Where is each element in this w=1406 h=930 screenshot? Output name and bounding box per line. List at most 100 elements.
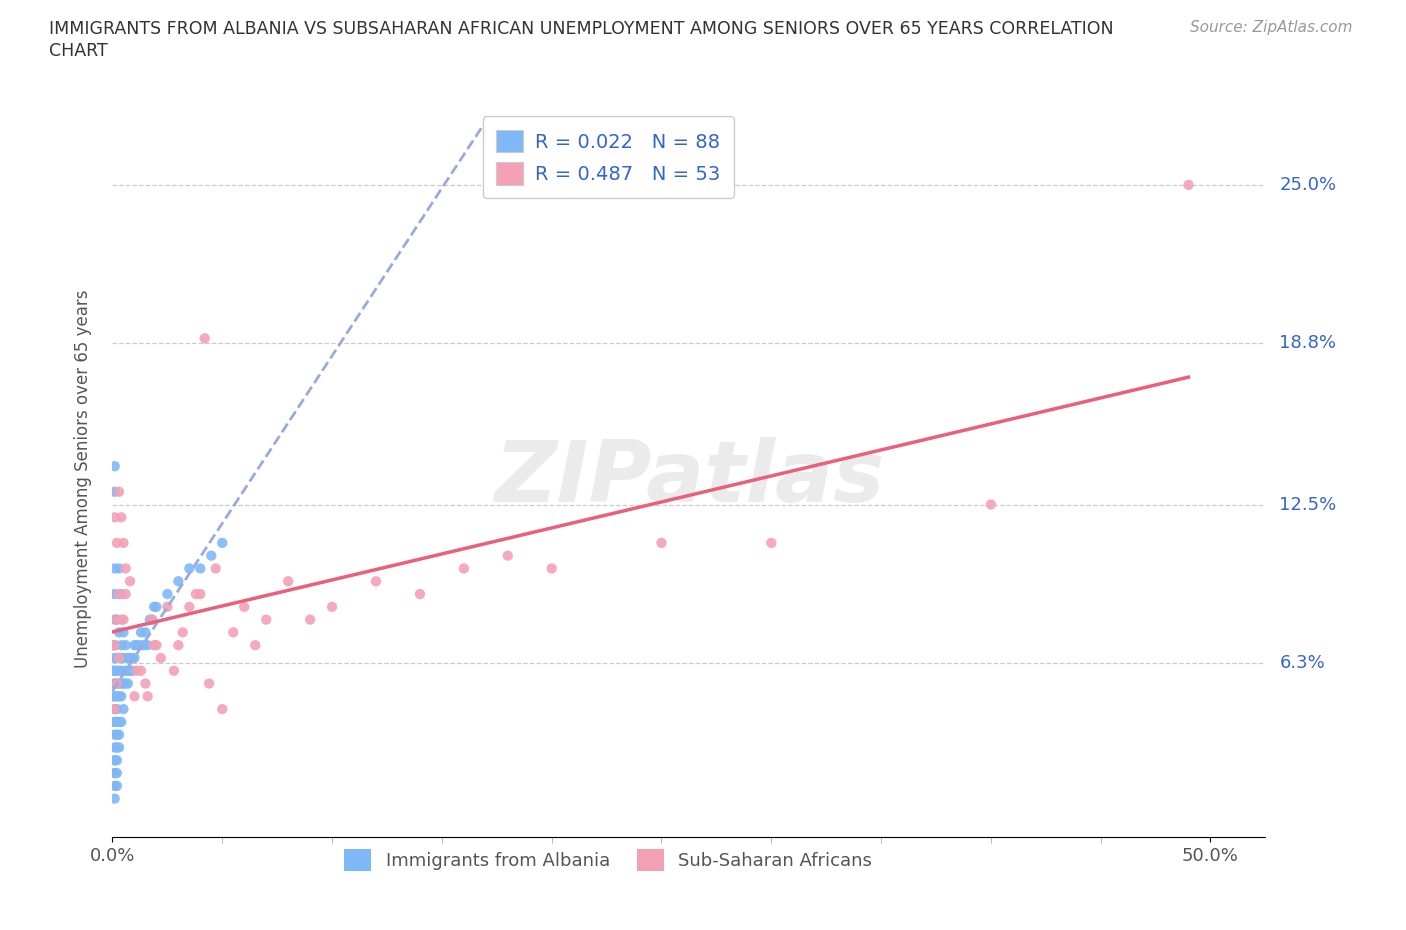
Point	[124, 689, 146, 704]
Point	[104, 612, 127, 627]
Point	[101, 663, 124, 678]
Point	[104, 663, 127, 678]
Point	[245, 638, 267, 653]
Point	[104, 753, 127, 768]
Point	[105, 612, 128, 627]
Point	[117, 651, 139, 666]
Point	[110, 651, 132, 666]
Point	[211, 536, 233, 551]
Point	[105, 740, 128, 755]
Point	[200, 549, 222, 564]
Point	[105, 702, 128, 717]
Point	[117, 663, 139, 678]
Point	[124, 651, 146, 666]
Point	[110, 510, 132, 525]
Point	[194, 331, 217, 346]
Point	[167, 574, 190, 589]
Point	[105, 676, 128, 691]
Point	[110, 663, 132, 678]
Point	[105, 676, 128, 691]
Point	[321, 600, 343, 615]
Point	[222, 625, 245, 640]
Point	[101, 638, 124, 653]
Text: 6.3%: 6.3%	[1279, 654, 1324, 672]
Point	[204, 561, 226, 576]
Point	[184, 587, 207, 602]
Point	[121, 651, 143, 666]
Point	[108, 714, 131, 729]
Point	[104, 638, 127, 653]
Point	[105, 714, 128, 729]
Point	[125, 638, 148, 653]
Point	[104, 676, 127, 691]
Point	[104, 714, 127, 729]
Point	[104, 638, 127, 653]
Point	[108, 676, 131, 691]
Point	[125, 663, 148, 678]
Point	[105, 727, 128, 742]
Point	[114, 587, 136, 602]
Point	[112, 612, 135, 627]
Point	[118, 574, 141, 589]
Point	[179, 561, 201, 576]
Point	[108, 663, 131, 678]
Point	[163, 663, 186, 678]
Point	[650, 536, 672, 551]
Point	[156, 587, 179, 602]
Point	[105, 778, 128, 793]
Point	[104, 778, 127, 793]
Point	[104, 485, 127, 499]
Point	[761, 536, 783, 551]
Text: IMMIGRANTS FROM ALBANIA VS SUBSAHARAN AFRICAN UNEMPLOYMENT AMONG SENIORS OVER 65: IMMIGRANTS FROM ALBANIA VS SUBSAHARAN AF…	[49, 20, 1114, 38]
Point	[108, 651, 131, 666]
Point	[188, 587, 211, 602]
Point	[453, 561, 475, 576]
Point	[198, 676, 221, 691]
Point	[118, 651, 141, 666]
Point	[108, 740, 131, 755]
Point	[112, 625, 135, 640]
Point	[108, 587, 131, 602]
Point	[136, 638, 159, 653]
Point	[233, 600, 256, 615]
Point	[134, 676, 156, 691]
Point	[299, 612, 322, 627]
Point	[110, 714, 132, 729]
Point	[496, 549, 519, 564]
Point	[409, 587, 432, 602]
Point	[104, 663, 127, 678]
Point	[114, 676, 136, 691]
Point	[121, 663, 143, 678]
Point	[105, 753, 128, 768]
Point	[104, 714, 127, 729]
Point	[172, 625, 194, 640]
Point	[277, 574, 299, 589]
Point	[104, 651, 127, 666]
Point	[104, 561, 127, 576]
Point	[104, 702, 127, 717]
Point	[104, 765, 127, 780]
Point	[104, 727, 127, 742]
Point	[110, 587, 132, 602]
Point	[104, 791, 127, 806]
Text: 18.8%: 18.8%	[1279, 335, 1336, 352]
Point	[105, 612, 128, 627]
Point	[104, 510, 127, 525]
Text: 12.5%: 12.5%	[1279, 496, 1337, 513]
Point	[149, 651, 172, 666]
Point	[108, 625, 131, 640]
Point	[143, 600, 166, 615]
Point	[101, 638, 124, 653]
Point	[110, 638, 132, 653]
Text: Source: ZipAtlas.com: Source: ZipAtlas.com	[1189, 20, 1353, 35]
Point	[145, 638, 167, 653]
Point	[104, 753, 127, 768]
Text: ZIPatlas: ZIPatlas	[494, 437, 884, 521]
Point	[105, 689, 128, 704]
Point	[167, 638, 190, 653]
Point	[1177, 178, 1199, 193]
Point	[114, 663, 136, 678]
Point	[129, 625, 152, 640]
Point	[104, 458, 127, 473]
Point	[101, 689, 124, 704]
